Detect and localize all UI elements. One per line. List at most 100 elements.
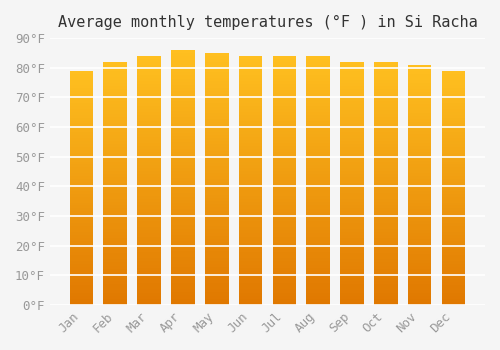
Bar — [340, 268, 364, 272]
Bar — [171, 69, 194, 72]
Bar — [442, 302, 465, 305]
Bar — [442, 150, 465, 153]
Bar — [374, 199, 398, 202]
Bar — [171, 190, 194, 194]
Bar — [408, 125, 432, 128]
Bar — [442, 138, 465, 141]
Bar — [442, 290, 465, 293]
Bar — [238, 299, 262, 302]
Bar — [205, 179, 229, 182]
Bar — [70, 188, 94, 191]
Bar — [171, 56, 194, 60]
Bar — [340, 290, 364, 293]
Bar — [442, 220, 465, 223]
Bar — [272, 293, 296, 296]
Bar — [138, 230, 161, 233]
Bar — [171, 168, 194, 171]
Bar — [306, 224, 330, 227]
Bar — [205, 91, 229, 94]
Bar — [306, 103, 330, 106]
Bar — [171, 200, 194, 203]
Bar — [70, 118, 94, 120]
Bar — [138, 159, 161, 162]
Bar — [104, 111, 127, 113]
Bar — [70, 290, 94, 293]
Bar — [138, 283, 161, 286]
Bar — [306, 274, 330, 277]
Bar — [272, 181, 296, 184]
Bar — [374, 71, 398, 74]
Bar — [272, 221, 296, 224]
Bar — [171, 238, 194, 241]
Bar — [238, 149, 262, 153]
Bar — [171, 283, 194, 286]
Bar — [272, 109, 296, 112]
Bar — [171, 139, 194, 142]
Bar — [272, 149, 296, 153]
Bar — [272, 227, 296, 230]
Bar — [272, 233, 296, 237]
Bar — [442, 188, 465, 191]
Bar — [442, 129, 465, 132]
Bar — [272, 93, 296, 96]
Bar — [104, 150, 127, 153]
Bar — [374, 89, 398, 92]
Bar — [104, 187, 127, 189]
Bar — [104, 95, 127, 98]
Bar — [138, 205, 161, 209]
Bar — [238, 78, 262, 81]
Bar — [374, 187, 398, 189]
Bar — [205, 204, 229, 207]
Bar — [306, 286, 330, 289]
Bar — [104, 177, 127, 180]
Bar — [374, 196, 398, 199]
Bar — [306, 112, 330, 115]
Bar — [408, 203, 432, 206]
Bar — [340, 299, 364, 302]
Bar — [171, 244, 194, 248]
Bar — [104, 77, 127, 80]
Bar — [340, 129, 364, 132]
Bar — [340, 150, 364, 153]
Bar — [374, 122, 398, 126]
Bar — [104, 92, 127, 95]
Bar — [408, 77, 432, 80]
Bar — [306, 230, 330, 233]
Bar — [205, 166, 229, 169]
Bar — [171, 133, 194, 136]
Bar — [138, 171, 161, 174]
Bar — [205, 254, 229, 258]
Bar — [104, 65, 127, 68]
Bar — [306, 134, 330, 137]
Bar — [272, 196, 296, 199]
Bar — [442, 299, 465, 302]
Bar — [374, 171, 398, 174]
Bar — [205, 110, 229, 113]
Bar — [340, 174, 364, 177]
Bar — [374, 226, 398, 229]
Bar — [205, 138, 229, 141]
Bar — [238, 280, 262, 283]
Bar — [442, 229, 465, 232]
Bar — [70, 194, 94, 197]
Bar — [442, 199, 465, 203]
Bar — [138, 268, 161, 271]
Bar — [70, 255, 94, 258]
Bar — [408, 110, 432, 113]
Bar — [238, 289, 262, 293]
Bar — [138, 90, 161, 93]
Bar — [374, 86, 398, 89]
Bar — [306, 65, 330, 68]
Bar — [238, 199, 262, 202]
Bar — [272, 177, 296, 181]
Bar — [70, 302, 94, 305]
Bar — [374, 208, 398, 211]
Bar — [104, 226, 127, 229]
Bar — [104, 266, 127, 268]
Bar — [408, 212, 432, 215]
Bar — [104, 104, 127, 107]
Bar — [104, 68, 127, 71]
Bar — [238, 240, 262, 243]
Bar — [205, 176, 229, 179]
Bar — [442, 246, 465, 250]
